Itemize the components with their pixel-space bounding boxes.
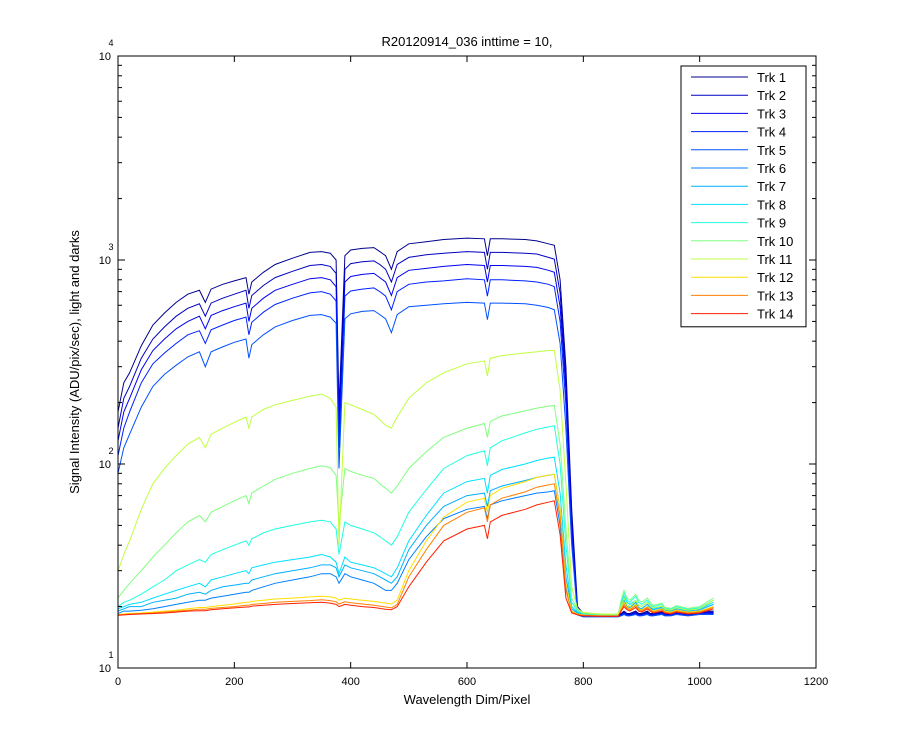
series-line-trk-4	[118, 278, 714, 617]
x-axis-label: Wavelength Dim/Pixel	[404, 692, 531, 707]
y-tick-exponent: 4	[108, 38, 113, 48]
x-tick-label: 400	[341, 676, 359, 688]
series-line-trk-11	[118, 350, 714, 615]
y-tick-label: 10	[99, 51, 111, 63]
legend-label: Trk 1	[757, 70, 786, 85]
series-line-trk-7	[118, 473, 714, 616]
series-line-trk-13	[118, 483, 714, 617]
legend-box	[680, 65, 807, 328]
series-line-trk-9	[118, 425, 714, 616]
legend-label: Trk 9	[757, 216, 786, 231]
x-tick-label: 600	[458, 676, 476, 688]
x-axis-ticks: 0 200 400 600 800 1000 1200	[115, 56, 828, 688]
legend-label: Trk 10	[757, 234, 793, 249]
series-group	[118, 237, 714, 618]
legend: Trk 1 Trk 2 Trk 3 Trk 4 Trk 5 Trk 6 Trk 7 Trk 8…	[680, 65, 807, 328]
series-line-trk-1	[118, 237, 714, 617]
legend-label: Trk 12	[757, 270, 793, 285]
legend-label: Trk 13	[757, 288, 793, 303]
y-axis-label: Signal Intensity (ADU/pix/sec), light an…	[67, 230, 82, 494]
x-tick-label: 200	[225, 676, 243, 688]
y-tick-label: 10	[99, 663, 111, 675]
legend-label: Trk 11	[757, 252, 792, 267]
chart-title: R20120914_036 inttime = 10,	[382, 34, 553, 49]
series-line-trk-10	[118, 404, 714, 615]
y-tick-exponent: 2	[108, 446, 113, 456]
y-tick-label: 10	[99, 459, 111, 471]
y-tick-exponent: 1	[108, 650, 113, 660]
x-tick-label: 1200	[804, 676, 828, 688]
legend-label: Trk 5	[757, 143, 786, 158]
legend-label: Trk 4	[757, 125, 786, 140]
series-line-trk-12	[118, 473, 714, 617]
legend-label: Trk 14	[757, 307, 793, 322]
legend-label: Trk 6	[757, 161, 786, 176]
series-line-trk-5	[118, 301, 714, 618]
y-tick-exponent: 3	[108, 242, 113, 252]
legend-label: Trk 8	[757, 197, 786, 212]
series-line-trk-14	[118, 500, 714, 617]
y-axis-ticks: 10 1 10 2 10 3 10 4	[99, 38, 816, 675]
x-tick-label: 1000	[687, 676, 711, 688]
legend-label: Trk 7	[757, 179, 786, 194]
x-tick-label: 0	[115, 676, 121, 688]
y-tick-label: 10	[99, 255, 111, 267]
legend-label: Trk 2	[757, 88, 786, 103]
x-tick-label: 800	[574, 676, 592, 688]
legend-label: Trk 3	[757, 106, 786, 121]
